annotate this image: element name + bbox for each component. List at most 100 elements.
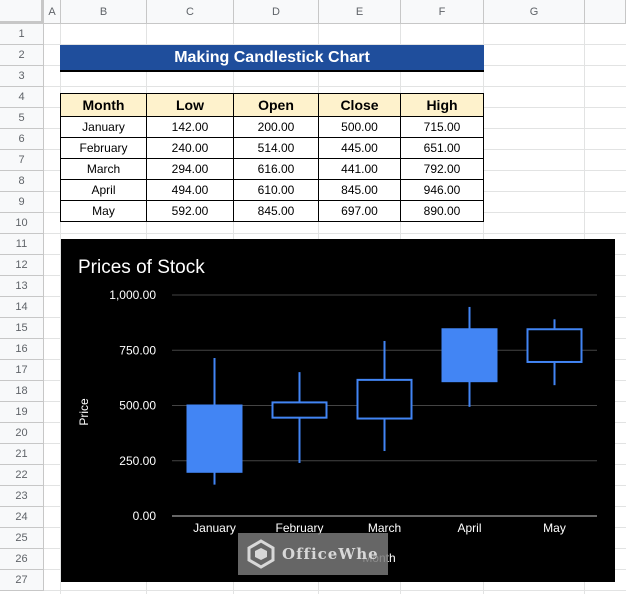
y-axis-label: Price <box>77 398 91 426</box>
table-row: February 240.00 514.00 445.00 651.00 <box>60 137 484 159</box>
column-header-e[interactable]: E <box>319 0 401 24</box>
table-cell[interactable]: May <box>60 200 147 222</box>
x-tick-label: February <box>275 521 323 535</box>
y-tick-label: 1,000.00 <box>109 288 156 302</box>
row-header-7[interactable]: 7 <box>0 150 44 171</box>
column-header-h[interactable] <box>585 0 626 24</box>
stock-data-table: Month Low Open Close High January 142.00 200.0… <box>60 93 484 222</box>
table-cell[interactable]: 142.00 <box>146 116 234 138</box>
chart-canvas: Prices of Stock 0.00 250.00 500.00 750.00 1,0… <box>77 257 597 565</box>
x-tick-label: January <box>193 521 236 535</box>
row-header-9[interactable]: 9 <box>0 192 44 213</box>
column-header-d[interactable]: D <box>234 0 319 24</box>
row-header-15[interactable]: 15 <box>0 318 44 339</box>
table-cell[interactable]: 946.00 <box>400 179 484 201</box>
row-header-1[interactable]: 1 <box>0 24 44 45</box>
candle-body-january <box>186 404 243 473</box>
column-header-f[interactable]: F <box>401 0 484 24</box>
table-row: May 592.00 845.00 697.00 890.00 <box>60 200 484 222</box>
row-header-4[interactable]: 4 <box>0 87 44 108</box>
row-header-13[interactable]: 13 <box>0 276 44 297</box>
table-cell[interactable]: 715.00 <box>400 116 484 138</box>
table-row: March 294.00 616.00 441.00 792.00 <box>60 158 484 180</box>
table-cell[interactable]: 592.00 <box>146 200 234 222</box>
table-header-close[interactable]: Close <box>318 93 401 117</box>
row-header-17[interactable]: 17 <box>0 360 44 381</box>
table-cell[interactable]: March <box>60 158 147 180</box>
row-header-5[interactable]: 5 <box>0 108 44 129</box>
grid-row-line <box>44 233 626 234</box>
table-body: January 142.00 200.00 500.00 715.00 February 2… <box>60 116 484 222</box>
row-header-2[interactable]: 2 <box>0 45 44 66</box>
table-header-row: Month Low Open Close High <box>60 93 484 117</box>
table-cell[interactable]: February <box>60 137 147 159</box>
row-header-16[interactable]: 16 <box>0 339 44 360</box>
row-header-21[interactable]: 21 <box>0 444 44 465</box>
table-header-low[interactable]: Low <box>146 93 234 117</box>
candle-body-february <box>271 401 328 419</box>
x-tick-label: March <box>368 521 401 535</box>
row-header-11[interactable]: 11 <box>0 234 44 255</box>
row-header-23[interactable]: 23 <box>0 486 44 507</box>
table-cell[interactable]: 610.00 <box>233 179 319 201</box>
table-row: April 494.00 610.00 845.00 946.00 <box>60 179 484 201</box>
y-tick-label: 0.00 <box>133 509 157 523</box>
table-cell[interactable]: 616.00 <box>233 158 319 180</box>
column-header-b[interactable]: B <box>61 0 147 24</box>
sheet-title: Making Candlestick Chart <box>174 48 370 66</box>
table-header-month[interactable]: Month <box>60 93 147 117</box>
table-header-open[interactable]: Open <box>233 93 319 117</box>
select-all-corner[interactable] <box>0 0 44 24</box>
table-cell[interactable]: 651.00 <box>400 137 484 159</box>
chart-title: Prices of Stock <box>78 257 205 278</box>
table-cell[interactable]: 890.00 <box>400 200 484 222</box>
row-header-20[interactable]: 20 <box>0 423 44 444</box>
sheet-title-banner[interactable]: Making Candlestick Chart <box>60 45 484 72</box>
table-cell[interactable]: 845.00 <box>233 200 319 222</box>
column-header-c[interactable]: C <box>147 0 234 24</box>
row-header-8[interactable]: 8 <box>0 171 44 192</box>
x-tick-label: April <box>457 521 481 535</box>
table-cell[interactable]: 792.00 <box>400 158 484 180</box>
column-header-a[interactable]: A <box>44 0 61 24</box>
y-tick-label: 750.00 <box>119 343 156 357</box>
row-header-25[interactable]: 25 <box>0 528 44 549</box>
table-cell[interactable]: 294.00 <box>146 158 234 180</box>
row-header-14[interactable]: 14 <box>0 297 44 318</box>
row-header-27[interactable]: 27 <box>0 570 44 591</box>
row-header-12[interactable]: 12 <box>0 255 44 276</box>
table-cell[interactable]: 441.00 <box>318 158 401 180</box>
table-cell[interactable]: 697.00 <box>318 200 401 222</box>
row-header-3[interactable]: 3 <box>0 66 44 87</box>
x-tick-label: May <box>543 521 566 535</box>
grid-row-line <box>44 590 626 591</box>
candle-body-march <box>356 378 413 420</box>
table-cell[interactable]: 500.00 <box>318 116 401 138</box>
table-cell[interactable]: April <box>60 179 147 201</box>
table-cell[interactable]: 494.00 <box>146 179 234 201</box>
grid-row-line <box>44 86 626 87</box>
candle-body-april <box>441 328 498 383</box>
row-header-19[interactable]: 19 <box>0 402 44 423</box>
candlestick-chart[interactable]: Prices of Stock 0.00 250.00 500.00 750.00 1,0… <box>61 239 615 582</box>
row-header-26[interactable]: 26 <box>0 549 44 570</box>
row-header-22[interactable]: 22 <box>0 465 44 486</box>
y-tick-label: 500.00 <box>119 399 156 413</box>
table-cell[interactable]: 445.00 <box>318 137 401 159</box>
row-header-18[interactable]: 18 <box>0 381 44 402</box>
table-header-high[interactable]: High <box>400 93 484 117</box>
table-cell[interactable]: 240.00 <box>146 137 234 159</box>
table-cell[interactable]: 845.00 <box>318 179 401 201</box>
table-cell[interactable]: 200.00 <box>233 116 319 138</box>
row-header-6[interactable]: 6 <box>0 129 44 150</box>
row-header-10[interactable]: 10 <box>0 213 44 234</box>
column-header-g[interactable]: G <box>484 0 585 24</box>
table-cell[interactable]: January <box>60 116 147 138</box>
watermark-text: OfficeWhe <box>282 545 379 563</box>
officewheel-logo-icon <box>247 539 275 569</box>
table-row: January 142.00 200.00 500.00 715.00 <box>60 116 484 138</box>
candle-body-may <box>526 328 583 363</box>
table-cell[interactable]: 514.00 <box>233 137 319 159</box>
row-header-24[interactable]: 24 <box>0 507 44 528</box>
